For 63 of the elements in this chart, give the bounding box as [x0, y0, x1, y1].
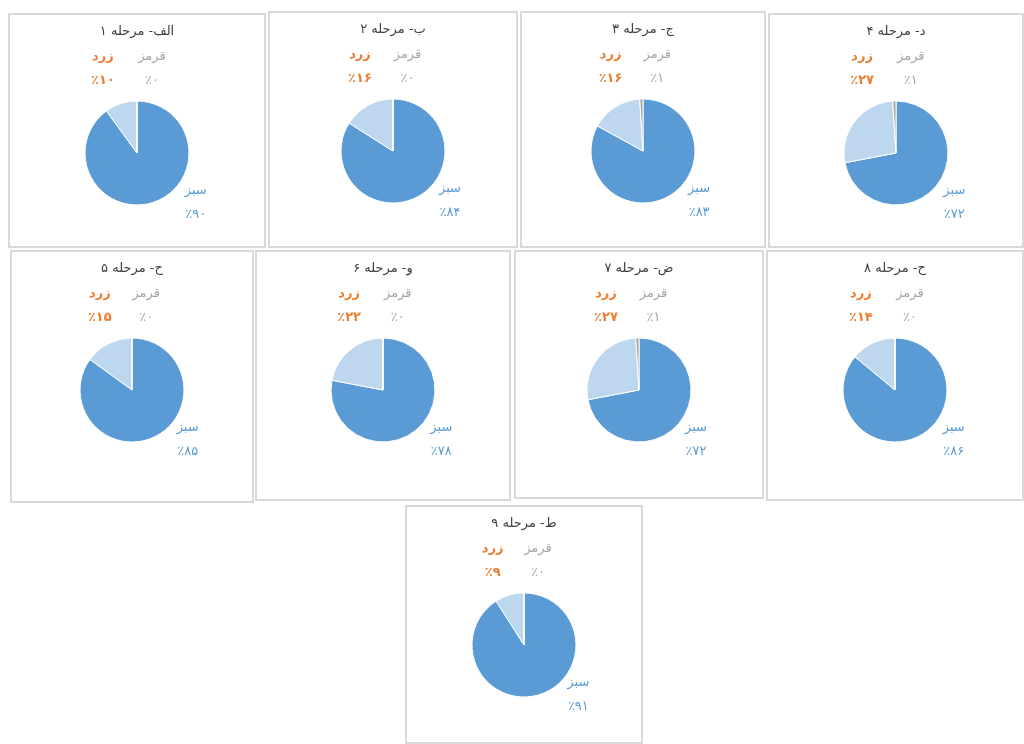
category-label: قرمز — [384, 284, 412, 300]
data-label: ٪۸۵ — [177, 442, 199, 458]
chart-title: ط- مرحله ۹ — [491, 515, 557, 531]
chart-title: و- مرحله ۶ — [353, 260, 413, 276]
data-label: ٪۹ — [484, 563, 501, 579]
category-label: قرمز — [896, 284, 924, 300]
slice-label: سبز — [438, 179, 461, 196]
category-label: قرمز — [393, 45, 422, 61]
chart-title: الف- مرحله ۱ — [99, 23, 175, 39]
data-label: ٪۷۸ — [430, 442, 452, 458]
chart-title: ض- مرحله ۷ — [604, 260, 674, 276]
slice-label: قرمز — [642, 45, 672, 62]
slice-label: سبز — [183, 181, 207, 198]
data-label: ٪۸۴ — [439, 203, 461, 219]
slice-label: قرمز — [896, 47, 925, 64]
slice-label: زرد — [89, 284, 111, 300]
slice-label: زرد — [851, 47, 873, 63]
data-label: ٪۸۳ — [688, 203, 710, 219]
text: ٪۰ — [139, 308, 154, 324]
slice-label: زرد — [349, 45, 371, 61]
slice-label: زرد — [599, 45, 622, 61]
slice-label: سبز — [566, 673, 590, 690]
data-label: ٪۹۱ — [567, 697, 589, 713]
slice-label: زرد — [850, 284, 872, 300]
category-label: قرمز — [132, 284, 160, 300]
chart-title: ب- مرحله ۲ — [360, 21, 426, 37]
data-label: ٪۲۷ — [594, 308, 618, 324]
data-label: ٪۹۰ — [185, 205, 207, 221]
slice-label: زرد — [92, 47, 114, 63]
text: ٪۰ — [400, 69, 415, 85]
data-label: ٪۲۷ — [850, 71, 875, 87]
slice-label: زرد — [595, 284, 617, 300]
data-label: ٪۲۲ — [337, 308, 362, 324]
data-label: ٪۱ — [903, 71, 918, 87]
data-label: ٪۱۰ — [90, 71, 115, 87]
slice-label: زرد — [338, 284, 360, 300]
data-label: ٪۱ — [646, 308, 661, 324]
data-label: ٪۷۲ — [943, 205, 965, 221]
data-label: ٪۸۶ — [943, 442, 965, 458]
data-label: ٪۷۲ — [685, 442, 707, 458]
slice-label: سبز — [175, 418, 199, 435]
data-label: ٪۱ — [650, 69, 665, 85]
slice-label: سبز — [684, 418, 707, 435]
chart-title: ح- مرحله ۸ — [864, 260, 927, 276]
category-label: قرمز — [524, 539, 552, 555]
text: ٪۰ — [390, 308, 405, 324]
text: ٪۰ — [144, 71, 159, 87]
data-label: ٪۱۴ — [848, 308, 873, 324]
slice-label: سبز — [942, 181, 966, 198]
text: ٪۰ — [530, 563, 545, 579]
slice-label: زرد — [481, 539, 504, 555]
chart-title: د- مرحله ۴ — [866, 23, 926, 39]
data-label: ٪۱۶ — [598, 69, 623, 85]
data-label: ٪۱۶ — [348, 69, 372, 85]
chart-title: ج- مرحله ۳ — [612, 21, 675, 37]
chart-title: ح- مرحله ۵ — [101, 260, 164, 276]
text: ٪۰ — [902, 308, 917, 324]
category-label: قرمز — [138, 47, 166, 63]
slice-label: سبز — [941, 418, 965, 435]
slice-label: سبز — [429, 418, 453, 435]
slice-label: سبز — [687, 179, 711, 196]
slice-label: قرمز — [638, 284, 668, 301]
data-label: ٪۱۵ — [87, 308, 112, 324]
